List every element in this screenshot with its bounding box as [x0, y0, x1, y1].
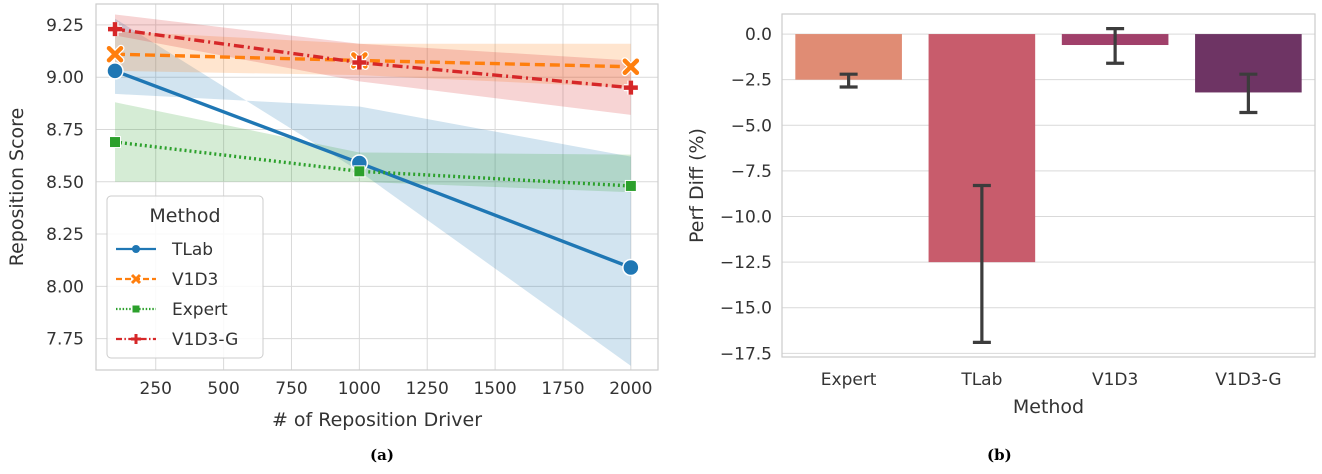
y-tick-label: −10.0	[720, 208, 772, 228]
line-chart-reposition-score: 250 500 750 1000 1250 1500 1750 2000 7.75 8.00 8.2…	[6, 3, 659, 431]
legend: Method TLab V1D3 Expert V1D3-G	[106, 195, 264, 359]
x-axis-label: Method	[1013, 396, 1084, 418]
y-tick-label: 9.25	[46, 16, 84, 36]
legend-box	[106, 195, 264, 359]
data-point-tlab	[622, 258, 640, 277]
x-tick-label: TLab	[960, 370, 1002, 390]
error-bar-expert	[839, 72, 858, 89]
legend-marker-tlab	[132, 245, 140, 253]
legend-marker-v1d3g	[131, 334, 141, 344]
data-point-v1d3g	[352, 55, 367, 70]
y-tick-label: 7.75	[46, 330, 84, 350]
plot-frame	[95, 3, 659, 371]
y-tick-label: −7.5	[731, 162, 772, 182]
y-axis-label: Perf Diff (%)	[686, 128, 708, 243]
legend-marker-v1d3	[130, 273, 142, 285]
y-tick-label: −15.0	[720, 299, 772, 319]
data-point-tlab	[106, 62, 124, 80]
legend-label-v1d3: V1D3	[172, 270, 218, 290]
x-tick-label: 1250	[406, 379, 449, 399]
x-tick-label: 500	[207, 379, 239, 399]
x-tick-label: 2000	[609, 379, 652, 399]
x-tick-label: Expert	[821, 370, 877, 390]
y-tick-label: 0.0	[745, 25, 772, 45]
y-tick-label: −12.5	[720, 253, 772, 273]
bar-expert	[795, 34, 902, 80]
data-point-expert	[353, 165, 366, 178]
caption-b: (b)	[987, 446, 1012, 464]
error-bar-v1d3-g	[1239, 72, 1258, 115]
y-tick-label: 9.00	[46, 68, 84, 88]
data-point-v1d3g	[623, 80, 638, 95]
x-tick-label: 1500	[473, 379, 516, 399]
y-tick-label: −5.0	[731, 116, 772, 136]
data-point-expert	[109, 136, 122, 149]
legend-label-v1d3g: V1D3-G	[172, 330, 238, 350]
x-tick-label: V1D3	[1092, 370, 1138, 390]
ci-band-tlab	[115, 18, 631, 366]
data-point-v1d3	[622, 58, 640, 75]
data-point-v1d3g	[108, 22, 123, 37]
data-point-v1d3	[106, 45, 124, 63]
y-tick-label: 8.25	[46, 225, 84, 245]
caption-a: (a)	[370, 446, 394, 464]
x-tick-label: 750	[275, 379, 307, 399]
legend-title: Method	[149, 205, 220, 227]
x-axis-label: # of Reposition Driver	[272, 409, 482, 431]
x-tick-label: 1000	[338, 379, 381, 399]
legend-label-tlab: TLab	[171, 240, 213, 260]
error-bar-v1d3	[1106, 26, 1125, 65]
x-tick-label: V1D3-G	[1215, 370, 1281, 390]
x-tick-label: 1750	[541, 379, 584, 399]
y-tick-label: 8.75	[46, 120, 84, 140]
legend-label-expert: Expert	[172, 300, 228, 320]
y-axis-label: Reposition Score	[6, 108, 28, 267]
y-tick-label: −2.5	[731, 71, 772, 91]
ci-band-expert	[115, 102, 631, 193]
legend-marker-expert	[132, 305, 140, 313]
x-tick-label: 250	[140, 379, 172, 399]
plot-frame	[781, 13, 1316, 358]
y-tick-label: −17.5	[720, 344, 772, 364]
y-tick-label: 8.00	[46, 277, 84, 297]
error-bar-tlab	[972, 183, 991, 345]
data-point-expert	[624, 179, 637, 192]
bar-chart-perf-diff: 0.0 −2.5 −5.0 −7.5 −10.0 −12.5 −15.0 −17.5 Exper…	[686, 13, 1316, 418]
y-tick-label: 8.50	[46, 173, 84, 193]
